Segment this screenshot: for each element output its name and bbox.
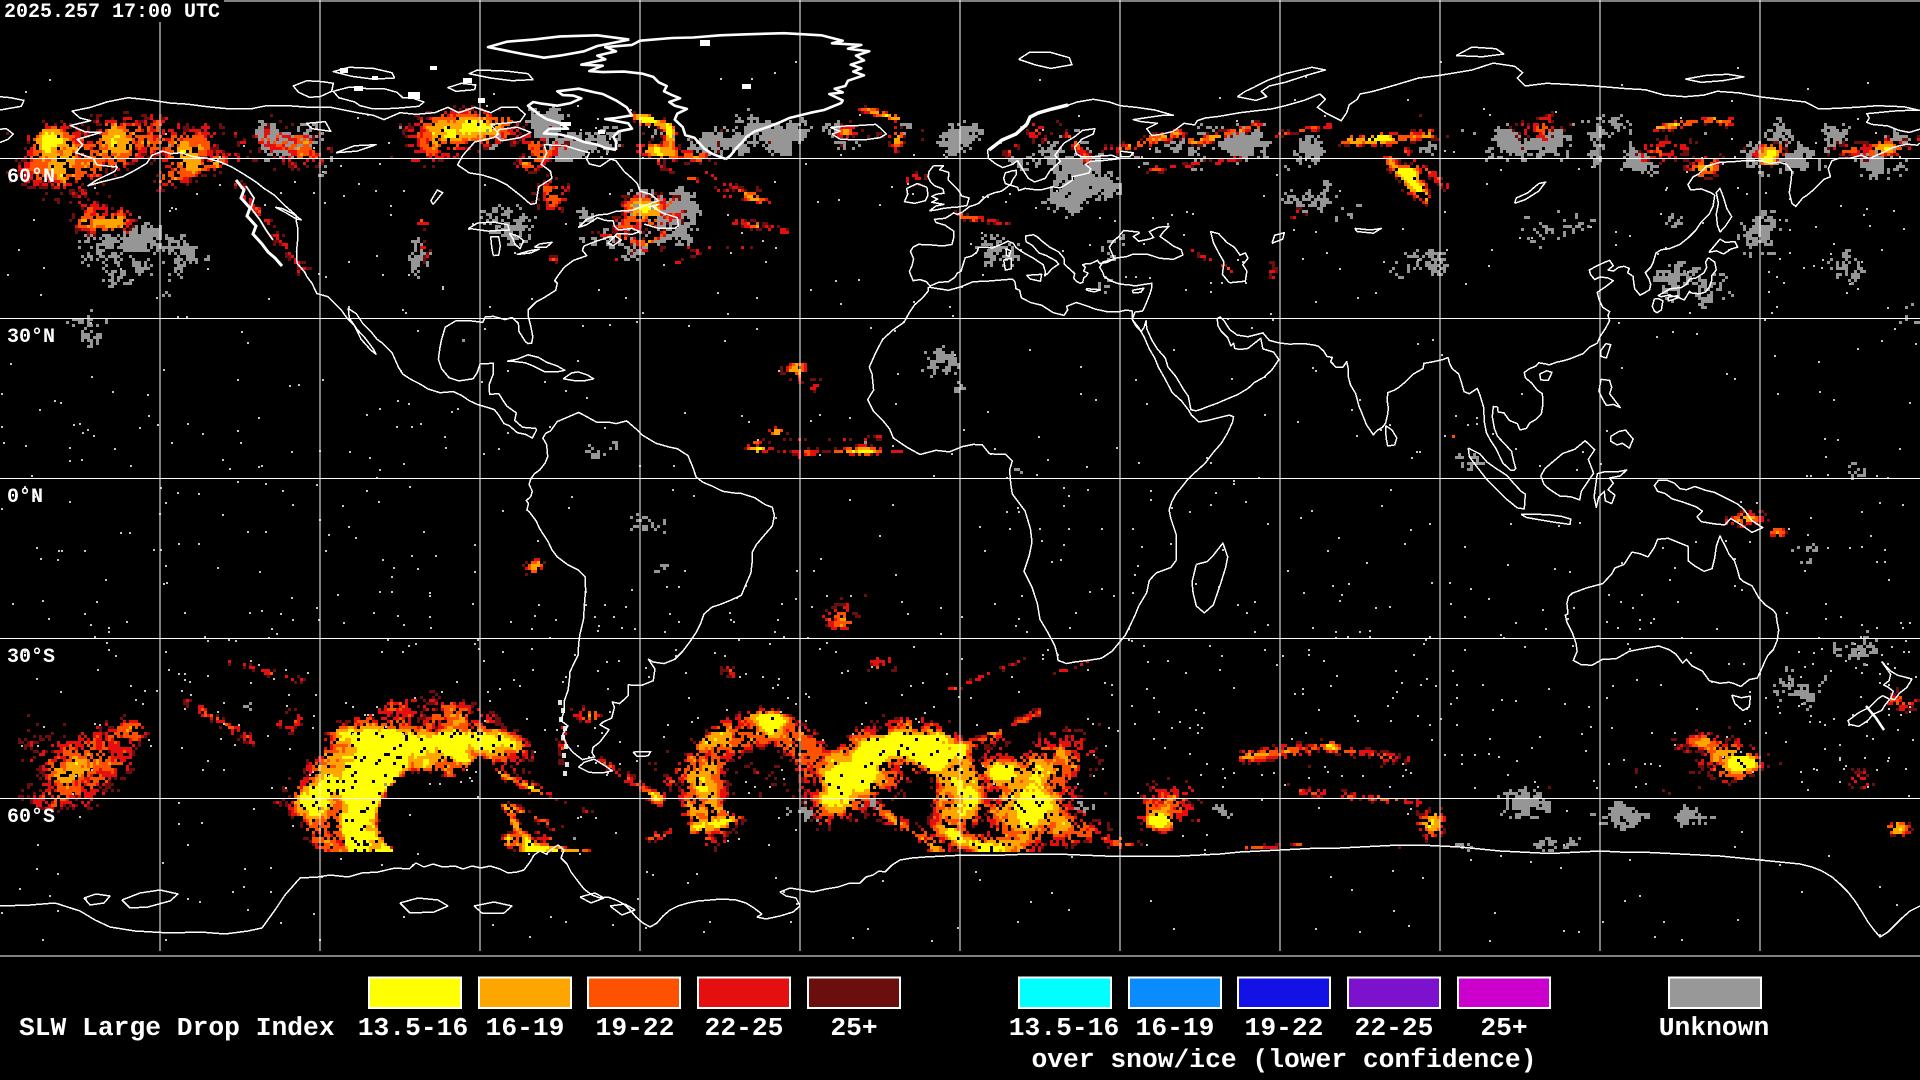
svg-text:19-22: 19-22 — [596, 1013, 675, 1043]
svg-text:30°N: 30°N — [7, 326, 55, 349]
svg-text:22-25: 22-25 — [1355, 1013, 1434, 1043]
svg-text:25+: 25+ — [1480, 1013, 1527, 1043]
svg-text:2025.257 17:00 UTC: 2025.257 17:00 UTC — [4, 1, 220, 24]
svg-text:over snow/ice (lower confidenc: over snow/ice (lower confidence) — [1032, 1045, 1537, 1075]
svg-text:13.5-16: 13.5-16 — [358, 1013, 468, 1043]
svg-text:16-19: 16-19 — [486, 1013, 565, 1043]
svg-text:25+: 25+ — [830, 1013, 877, 1043]
svg-text:16-19: 16-19 — [1136, 1013, 1215, 1043]
svg-text:60°N: 60°N — [7, 166, 55, 189]
svg-text:0°N: 0°N — [7, 486, 43, 509]
svg-text:13.5-16: 13.5-16 — [1009, 1013, 1119, 1043]
svg-text:19-22: 19-22 — [1245, 1013, 1324, 1043]
svg-text:60°S: 60°S — [7, 806, 55, 829]
svg-text:30°S: 30°S — [7, 646, 55, 669]
svg-text:Unknown: Unknown — [1659, 1013, 1769, 1043]
svg-text:SLW Large Drop Index: SLW Large Drop Index — [19, 1013, 335, 1043]
svg-text:22-25: 22-25 — [705, 1013, 784, 1043]
